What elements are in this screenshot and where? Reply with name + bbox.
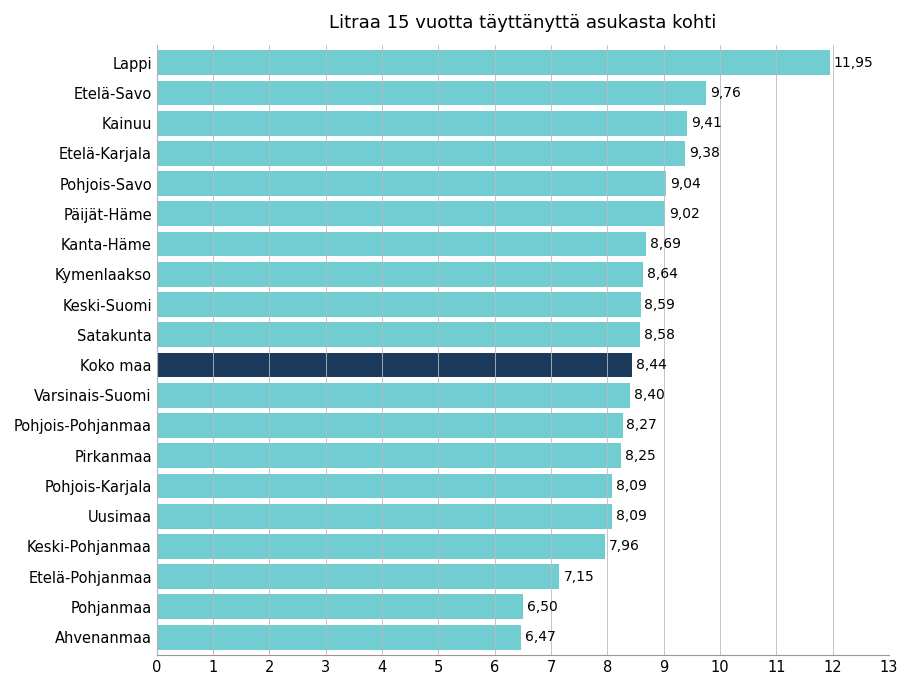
Text: 8,40: 8,40 — [633, 388, 664, 402]
Bar — [157, 322, 640, 347]
Bar — [157, 383, 630, 408]
Text: 7,96: 7,96 — [609, 539, 640, 553]
Bar — [157, 232, 646, 256]
Bar — [157, 504, 611, 528]
Bar — [157, 473, 611, 498]
Text: 11,95: 11,95 — [833, 56, 873, 70]
Text: 8,58: 8,58 — [643, 328, 674, 342]
Bar — [157, 413, 622, 438]
Text: 8,09: 8,09 — [616, 479, 647, 493]
Text: 8,27: 8,27 — [626, 418, 657, 433]
Bar — [157, 50, 829, 75]
Text: 9,76: 9,76 — [710, 86, 741, 100]
Bar — [157, 625, 520, 650]
Text: 9,38: 9,38 — [688, 146, 719, 161]
Text: 6,50: 6,50 — [527, 600, 557, 614]
Bar — [157, 172, 665, 196]
Text: 8,09: 8,09 — [616, 509, 647, 523]
Text: 6,47: 6,47 — [525, 630, 555, 644]
Bar — [157, 564, 558, 589]
Bar — [157, 443, 620, 468]
Bar — [157, 262, 642, 287]
Text: 8,69: 8,69 — [650, 237, 681, 251]
Text: 9,04: 9,04 — [669, 176, 700, 191]
Bar — [157, 81, 706, 105]
Text: 8,64: 8,64 — [647, 267, 678, 281]
Title: Litraa 15 vuotta täyttänyttä asukasta kohti: Litraa 15 vuotta täyttänyttä asukasta ko… — [329, 14, 716, 32]
Bar — [157, 292, 640, 317]
Text: 8,59: 8,59 — [644, 298, 675, 311]
Bar — [157, 111, 686, 136]
Bar — [157, 353, 631, 378]
Text: 9,41: 9,41 — [690, 116, 721, 130]
Text: 7,15: 7,15 — [563, 570, 593, 584]
Bar — [157, 201, 664, 226]
Text: 8,44: 8,44 — [635, 358, 666, 372]
Text: 9,02: 9,02 — [668, 207, 699, 221]
Bar — [157, 595, 522, 619]
Text: 8,25: 8,25 — [625, 449, 655, 463]
Bar — [157, 141, 684, 166]
Bar — [157, 534, 604, 559]
